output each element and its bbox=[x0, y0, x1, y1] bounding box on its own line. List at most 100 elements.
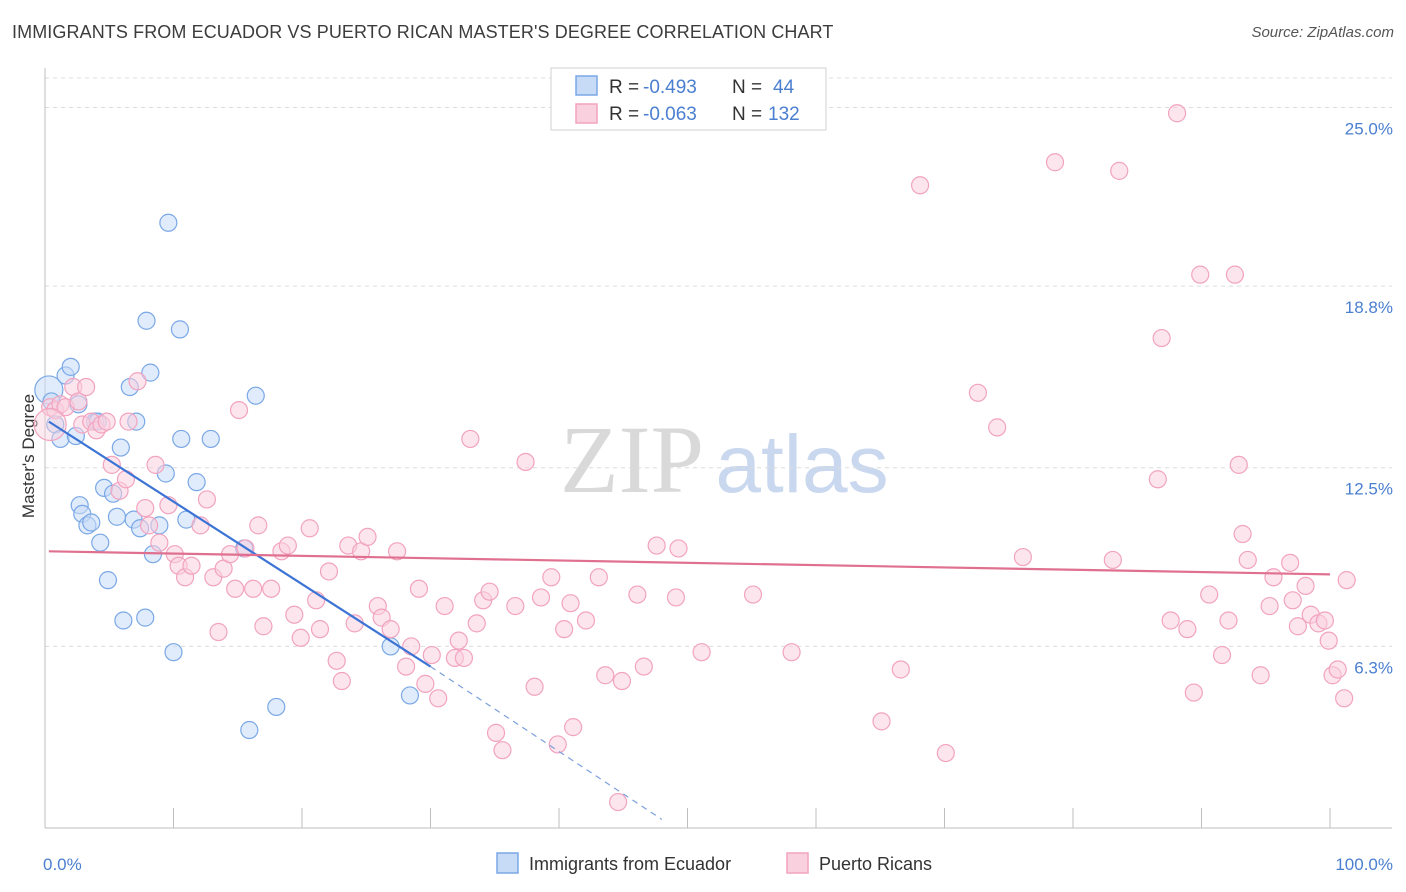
stats-legend: R = -0.493 N = 44 R = -0.063 N = 132 bbox=[550, 67, 827, 131]
gridlines bbox=[45, 77, 1392, 647]
puerto-rican-point-27 bbox=[197, 490, 217, 509]
puerto-rican-point-66 bbox=[454, 648, 474, 668]
puerto-rican-point-74 bbox=[516, 452, 535, 472]
puerto-rican-point-18 bbox=[139, 516, 159, 535]
puerto-rican-point-132 bbox=[1335, 689, 1354, 708]
puerto-rican-point-57 bbox=[396, 657, 416, 676]
puerto-rican-point-129 bbox=[1319, 631, 1338, 650]
ecuador-point-27 bbox=[141, 363, 160, 382]
y-tick-label-1: 12.5% bbox=[1345, 480, 1393, 499]
puerto-rican-point-16 bbox=[128, 372, 147, 391]
puerto-rican-point-114 bbox=[1219, 611, 1238, 630]
puerto-rican-point-71 bbox=[486, 723, 506, 742]
ecuador-point-34 bbox=[172, 429, 191, 449]
puerto-rican-point-117 bbox=[1233, 524, 1252, 544]
puerto-rican-point-61 bbox=[422, 645, 441, 665]
puerto-rican-point-102 bbox=[1045, 153, 1065, 172]
puerto-rican-point-33 bbox=[229, 400, 249, 420]
puerto-rican-point-7 bbox=[77, 377, 96, 397]
series-ecuador-points bbox=[34, 213, 420, 740]
legend-n-label-ecuador: N = bbox=[732, 77, 762, 98]
puerto-rican-point-103 bbox=[1103, 550, 1122, 570]
ecuador-point-14 bbox=[91, 533, 110, 552]
puerto-rican-point-47 bbox=[327, 651, 346, 670]
ecuador-point-25 bbox=[136, 608, 155, 627]
puerto-rican-point-19 bbox=[146, 455, 165, 474]
puerto-rican-point-29 bbox=[209, 622, 228, 642]
puerto-rican-point-20 bbox=[150, 533, 169, 552]
puerto-rican-point-93 bbox=[743, 585, 763, 604]
puerto-rican-point-55 bbox=[381, 620, 400, 639]
puerto-rican-point-58 bbox=[402, 637, 421, 656]
puerto-rican-point-78 bbox=[548, 735, 567, 754]
puerto-rican-point-89 bbox=[647, 536, 666, 555]
watermark: ZIP atlas bbox=[560, 406, 889, 513]
puerto-rican-point-120 bbox=[1260, 596, 1279, 616]
puerto-rican-point-98 bbox=[936, 743, 955, 763]
trend-lines bbox=[48, 420, 1331, 820]
puerto-rican-point-101 bbox=[1013, 547, 1032, 567]
x-tick-label-1: 100.0% bbox=[1335, 855, 1393, 874]
legend-n-value-ecuador: 44 bbox=[773, 77, 795, 98]
puerto-rican-point-86 bbox=[612, 671, 632, 691]
ecuador-point-31 bbox=[159, 213, 178, 232]
puerto-rican-point-90 bbox=[666, 588, 686, 607]
puerto-rican-point-108 bbox=[1167, 104, 1187, 123]
ecuador-point-40 bbox=[246, 386, 265, 405]
series-legend: Immigrants from Ecuador Puerto Ricans bbox=[496, 852, 932, 874]
puerto-rican-point-77 bbox=[542, 568, 561, 587]
ecuador-point-33 bbox=[170, 320, 190, 339]
puerto-rican-point-81 bbox=[564, 718, 583, 737]
puerto-rican-point-100 bbox=[988, 418, 1007, 437]
puerto-rican-point-107 bbox=[1161, 611, 1180, 630]
y-axis-label: Master's Degree bbox=[19, 394, 38, 518]
puerto-rican-point-40 bbox=[278, 536, 297, 555]
puerto-rican-point-60 bbox=[416, 674, 435, 693]
legend-r-value-ecuador: -0.493 bbox=[643, 77, 697, 98]
bottom-legend-label-ecuador: Immigrants from Ecuador bbox=[529, 854, 731, 874]
puerto-rican-point-87 bbox=[628, 585, 647, 604]
puerto-rican-point-75 bbox=[525, 677, 544, 696]
ecuador-point-11 bbox=[82, 513, 101, 532]
puerto-rican-point-115 bbox=[1225, 265, 1245, 284]
x-tick-labels: 0.0% 100.0% bbox=[43, 855, 1393, 874]
puerto-rican-point-67 bbox=[461, 429, 480, 449]
series-puerto-rican-points bbox=[33, 104, 1356, 812]
puerto-rican-point-38 bbox=[262, 579, 281, 598]
trend-line-puerto-rican bbox=[48, 550, 1331, 576]
puerto-rican-point-91 bbox=[669, 539, 688, 558]
puerto-rican-point-99 bbox=[968, 383, 988, 402]
y-tick-label-3: 25.0% bbox=[1345, 119, 1393, 138]
bottom-legend-swatch-puerto-rican bbox=[786, 852, 809, 874]
ecuador-point-16 bbox=[98, 571, 118, 590]
puerto-rican-point-116 bbox=[1229, 455, 1248, 474]
ecuador-point-43 bbox=[400, 686, 420, 705]
puerto-rican-point-124 bbox=[1288, 617, 1307, 636]
watermark-atlas: atlas bbox=[715, 419, 888, 510]
puerto-rican-point-17 bbox=[136, 498, 155, 518]
puerto-rican-point-70 bbox=[480, 582, 499, 601]
puerto-rican-point-41 bbox=[285, 605, 304, 624]
puerto-rican-point-76 bbox=[531, 588, 551, 607]
watermark-zip: ZIP bbox=[560, 406, 704, 513]
ecuador-point-36 bbox=[187, 473, 206, 492]
puerto-rican-point-80 bbox=[561, 594, 580, 613]
legend-n-label-puerto-rican: N = bbox=[732, 104, 762, 125]
puerto-rican-point-11 bbox=[97, 412, 116, 431]
puerto-rican-point-106 bbox=[1152, 328, 1171, 348]
puerto-rican-point-111 bbox=[1191, 265, 1210, 284]
ecuador-point-32 bbox=[164, 643, 183, 662]
source-label: Source: ZipAtlas.com bbox=[1251, 24, 1394, 41]
ecuador-point-5 bbox=[61, 357, 80, 376]
puerto-rican-point-36 bbox=[249, 516, 268, 535]
puerto-rican-point-97 bbox=[910, 176, 930, 195]
ecuador-point-20 bbox=[114, 611, 133, 630]
puerto-rican-point-109 bbox=[1178, 620, 1197, 639]
trend-line-ecuador-extension bbox=[430, 666, 663, 820]
puerto-rican-point-56 bbox=[387, 542, 407, 561]
puerto-rican-point-63 bbox=[435, 596, 454, 616]
puerto-rican-point-96 bbox=[891, 660, 910, 679]
puerto-rican-point-110 bbox=[1184, 683, 1203, 702]
puerto-rican-point-48 bbox=[332, 671, 351, 691]
